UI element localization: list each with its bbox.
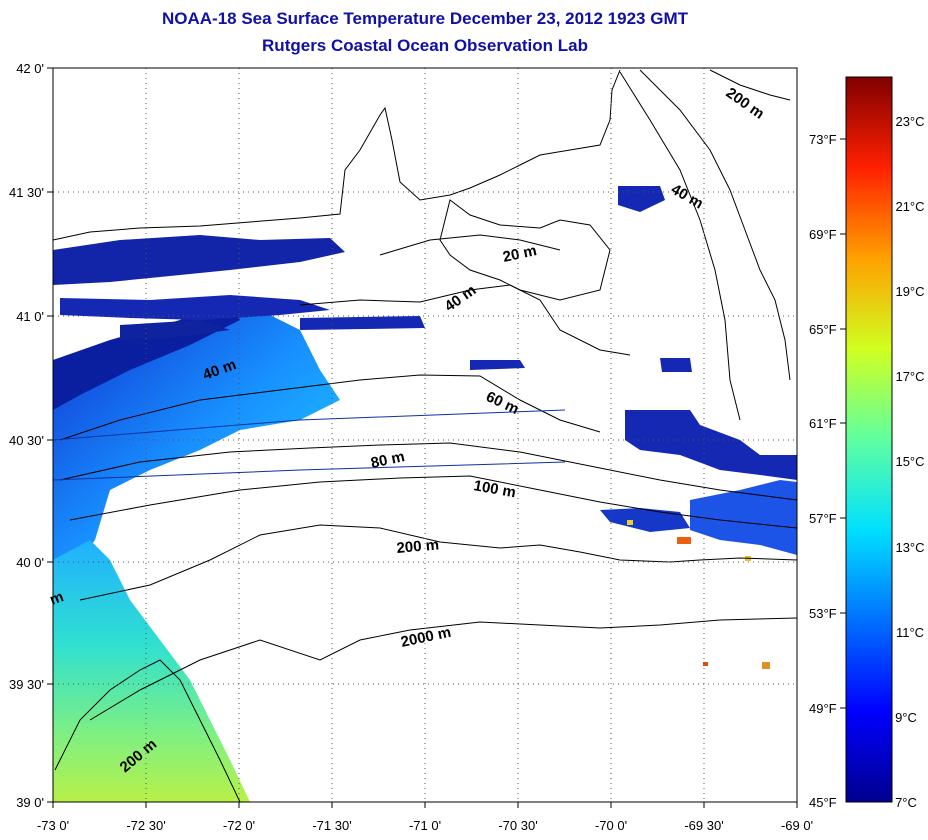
graticule: [53, 68, 797, 802]
celsius-label: 19°C: [895, 284, 924, 299]
celsius-label: 23°C: [895, 114, 924, 129]
celsius-label: 9°C: [895, 710, 917, 725]
fahrenheit-label: 73°F: [809, 132, 837, 147]
celsius-label: 11°C: [896, 625, 924, 640]
fahrenheit-label: 53°F: [809, 606, 837, 621]
fahrenheit-label: 61°F: [809, 416, 837, 431]
lat-tick-label: 39 30': [9, 677, 44, 692]
colorbar-f-labels: 73°F 69°F 65°F 61°F 57°F 53°F 49°F 45°F: [809, 132, 837, 810]
fahrenheit-label: 49°F: [809, 701, 837, 716]
frame-ticks: [47, 67, 798, 808]
land-and-bathymetry: [53, 69, 797, 802]
fahrenheit-label: 57°F: [809, 511, 837, 526]
colorbar: [845, 76, 893, 803]
sst-patch-north-strip: [53, 235, 345, 285]
contour-20m: [379, 234, 561, 256]
contour-60m: [59, 374, 601, 441]
lon-tick-label: -72 0': [223, 818, 255, 833]
fahrenheit-label: 69°F: [809, 227, 837, 242]
lat-tick-label: 41 0': [16, 309, 44, 324]
contour-label: 200 m: [396, 536, 440, 557]
coastline: [53, 69, 621, 241]
celsius-label: 13°C: [895, 540, 924, 555]
lon-tick-label: -69 0': [781, 818, 813, 833]
lon-tick-label: -72 30': [126, 818, 165, 833]
sst-patch-east4: [470, 360, 525, 370]
contour-label: 20 m: [501, 242, 538, 266]
lat-tick-label: 42 0': [16, 61, 44, 76]
lat-tick-label: 40 0': [16, 555, 44, 570]
sst-warm-spot: [703, 662, 708, 666]
sst-warm-spot: [762, 662, 770, 669]
contour-label: m: [48, 588, 66, 609]
contour-200m: [79, 524, 797, 601]
sst-patch-east5: [660, 358, 692, 372]
contour-200m-south: [54, 659, 241, 802]
transect-line-1: [53, 409, 566, 441]
contour-ne2: [619, 71, 741, 421]
celsius-label: 15°C: [895, 454, 924, 469]
lon-tick-label: -70 0': [595, 818, 627, 833]
fahrenheit-label: 65°F: [809, 322, 837, 337]
latitude-labels: 42 0' 41 30' 41 0' 40 30' 40 0' 39 30' 3…: [9, 61, 44, 810]
sst-patch-south: [53, 540, 250, 802]
sst-warm-spot: [677, 537, 691, 544]
fahrenheit-label: 45°F: [809, 795, 837, 810]
map-subtitle: Rutgers Coastal Ocean Observation Lab: [262, 36, 588, 55]
sst-patch-strip2: [60, 295, 330, 320]
lon-tick-label: -71 30': [312, 818, 351, 833]
contour-80m: [59, 442, 797, 501]
cape-cod: [439, 199, 611, 301]
lat-tick-label: 41 30': [9, 185, 44, 200]
sst-warm-spot: [627, 520, 633, 525]
lon-tick-label: -69 30': [684, 818, 723, 833]
lon-tick-label: -73 0': [37, 818, 69, 833]
contour-2000m: [89, 617, 797, 721]
sst-patch-east2: [690, 480, 797, 555]
transect-line-2: [53, 461, 566, 481]
sst-patch-strip4: [300, 316, 425, 330]
lat-tick-label: 39 0': [16, 795, 44, 810]
sst-patch-east3: [600, 508, 690, 532]
celsius-label: 21°C: [895, 199, 924, 214]
longitude-labels: -73 0' -72 30' -72 0' -71 30' -71 0' -70…: [37, 818, 813, 833]
sst-patch-shelf: [53, 310, 340, 570]
colorbar-c-labels: 23°C 21°C 19°C 17°C 15°C 13°C 11°C 9°C 7…: [895, 114, 924, 810]
contour-ne3: [709, 69, 791, 101]
contour-ne1: [639, 69, 791, 381]
map-title: NOAA-18 Sea Surface Temperature December…: [162, 9, 688, 28]
lon-tick-label: -71 0': [409, 818, 441, 833]
lat-tick-label: 40 30': [9, 433, 44, 448]
celsius-label: 7°C: [895, 795, 917, 810]
colorbar-ticks: [840, 138, 846, 709]
sst-patch-east1: [625, 410, 797, 480]
sst-data-layer: [53, 186, 797, 802]
contour-100m: [69, 475, 797, 529]
contour-label: 80 m: [369, 448, 406, 472]
contour-40m: [299, 284, 631, 356]
celsius-label: 17°C: [895, 369, 924, 384]
sst-patch-strip3: [120, 320, 230, 340]
lon-tick-label: -70 30': [498, 818, 537, 833]
